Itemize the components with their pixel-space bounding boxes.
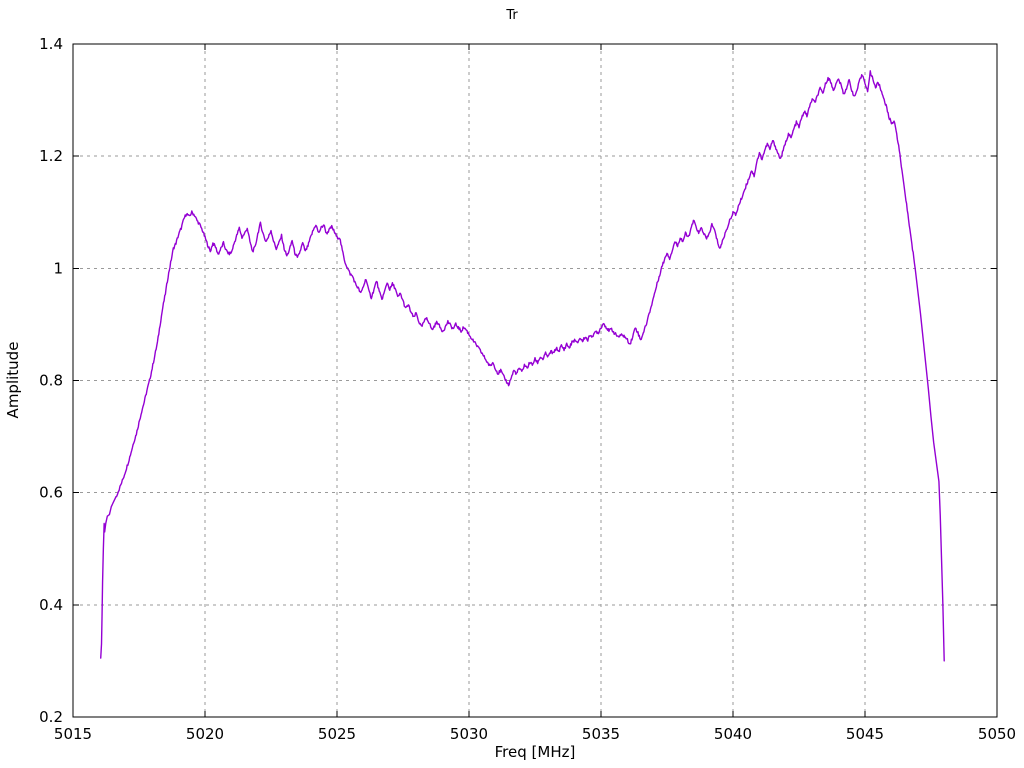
y-tick-label: 1.2 <box>39 147 63 165</box>
grid-lines <box>73 44 997 717</box>
chart-title: Tr <box>506 8 518 23</box>
x-tick-label: 5035 <box>582 725 620 743</box>
x-tick-label: 5020 <box>186 725 224 743</box>
y-tick-labels: 0.2 0.4 0.6 0.8 1 1.2 1.4 <box>39 35 63 726</box>
x-tick-label: 5025 <box>318 725 356 743</box>
y-tick-label: 0.8 <box>39 372 63 390</box>
x-tick-label: 5045 <box>846 725 884 743</box>
y-tick-label: 1 <box>53 259 63 277</box>
y-tick-label: 0.2 <box>39 708 63 726</box>
y-axis-title: Amplitude <box>4 342 22 419</box>
x-tick-label: 5040 <box>714 725 752 743</box>
data-series-tr <box>100 70 945 662</box>
plot-frame <box>72 43 998 718</box>
x-tick-label: 5050 <box>978 725 1016 743</box>
x-axis-title: Freq [MHz] <box>495 743 576 761</box>
x-tick-label: 5030 <box>450 725 488 743</box>
y-tick-label: 0.6 <box>39 484 63 502</box>
x-tick-label: 5015 <box>54 725 92 743</box>
y-tick-label: 0.4 <box>39 596 63 614</box>
y-tick-label: 1.4 <box>39 35 63 53</box>
x-tick-labels: 5015 5020 5025 5030 5035 5040 5045 5050 <box>54 725 1016 743</box>
